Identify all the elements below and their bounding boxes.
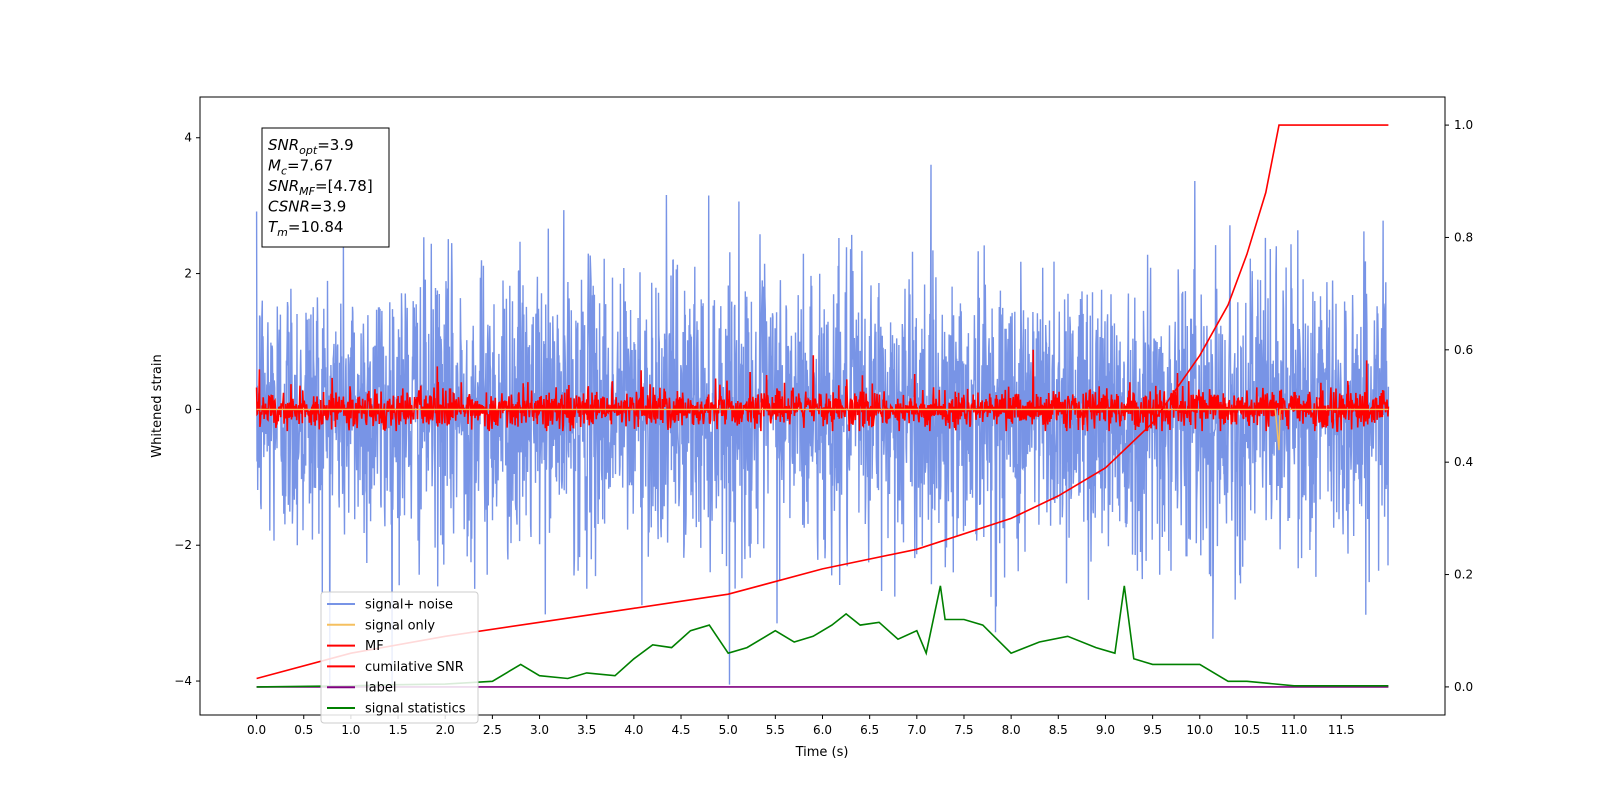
y-axis-left: −4 −2 0 2 4 [174, 131, 200, 688]
x-tick-label: 9.5 [1143, 723, 1162, 737]
x-axis-label: Time (s) [795, 745, 849, 760]
x-tick-label: 2.0 [436, 723, 455, 737]
legend-label: signal+ noise [365, 598, 453, 613]
legend-label: signal only [365, 618, 435, 633]
series-cumulative-snr-line [256, 124, 1389, 680]
legend-label: label [365, 681, 396, 696]
y-right-tick-label: 0.6 [1454, 343, 1473, 357]
x-axis: 0.0 0.5 1.0 1.5 2.0 2.5 3.0 3.5 4.0 4.5 5.0 5.5 6.0 6… [247, 715, 1355, 737]
annotation-frame [261, 127, 390, 248]
annotation-line: SNRopt=3.9 [268, 136, 354, 157]
y-right-tick-label: 0.0 [1454, 680, 1473, 694]
annotation-line: Tm=10.84 [268, 218, 343, 239]
y-right-tick-label: 0.4 [1454, 455, 1473, 469]
y-tick-label: 4 [184, 131, 192, 145]
x-tick-label: 1.5 [389, 723, 408, 737]
legend-frame [320, 591, 479, 724]
x-tick-label: 7.5 [954, 723, 973, 737]
x-tick-label: 11.0 [1281, 723, 1308, 737]
x-tick-label: 2.5 [483, 723, 502, 737]
x-tick-label: 0.0 [247, 723, 266, 737]
x-tick-label: 5.5 [766, 723, 785, 737]
x-tick-label: 7.0 [907, 723, 926, 737]
y-tick-label: 0 [184, 402, 192, 416]
y-right-tick-label: 1.0 [1454, 118, 1473, 132]
x-tick-label: 4.0 [624, 723, 643, 737]
x-tick-label: 3.0 [530, 723, 549, 737]
annotation-line: CSNR=3.9 [268, 198, 346, 216]
annotation-line: Mc=7.67 [268, 157, 333, 178]
x-tick-label: 6.0 [813, 723, 832, 737]
legend-label: cumilative SNR [365, 660, 464, 675]
y-tick-label: −4 [174, 674, 192, 688]
annotation-line: SNRMF=[4.78] [268, 177, 373, 198]
x-tick-label: 6.5 [860, 723, 879, 737]
legend: signal+ noise signal only MF cumilative SNR… [320, 591, 479, 724]
x-tick-label: 0.5 [294, 723, 313, 737]
legend-label: MF [365, 639, 384, 654]
x-tick-label: 3.5 [577, 723, 596, 737]
y-axis-label: Whitened strain [150, 354, 165, 457]
series-signal-only-line [256, 408, 1389, 451]
y-right-tick-label: 0.2 [1454, 568, 1473, 582]
x-tick-label: 5.0 [719, 723, 738, 737]
series-signal-statistics-line [256, 585, 1389, 688]
y-right-tick-label: 0.8 [1454, 230, 1473, 244]
x-tick-label: 10.0 [1186, 723, 1213, 737]
x-tick-label: 4.5 [671, 723, 690, 737]
legend-label: signal statistics [365, 702, 466, 717]
y-axis-right: 0.0 0.2 0.4 0.6 0.8 1.0 [1445, 118, 1473, 694]
x-tick-label: 10.5 [1234, 723, 1261, 737]
x-tick-label: 8.0 [1002, 723, 1021, 737]
x-tick-label: 1.0 [341, 723, 360, 737]
y-tick-label: −2 [174, 538, 192, 552]
y-tick-label: 2 [184, 267, 192, 281]
x-tick-label: 8.5 [1049, 723, 1068, 737]
x-tick-label: 11.5 [1328, 723, 1355, 737]
x-tick-label: 9.0 [1096, 723, 1115, 737]
